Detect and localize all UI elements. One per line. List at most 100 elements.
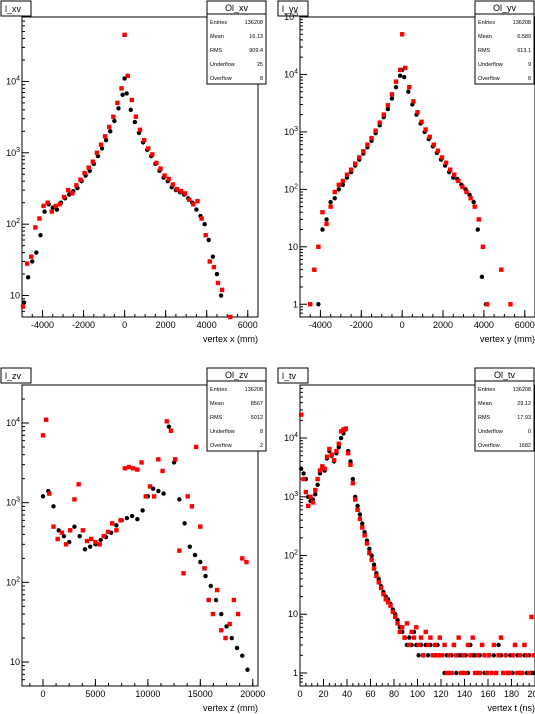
data-point — [475, 227, 480, 232]
data-point — [476, 217, 482, 222]
stats-value: 16.13 — [249, 34, 263, 40]
data-point — [156, 457, 161, 462]
data-point — [423, 629, 428, 635]
data-point — [215, 280, 221, 286]
data-point — [114, 528, 119, 533]
data-point — [160, 468, 165, 474]
data-point — [355, 507, 360, 513]
stats-box-frame — [474, 367, 535, 452]
data-point — [334, 448, 339, 454]
data-point — [38, 233, 43, 238]
x-tick-label: 6000 — [515, 320, 535, 330]
data-point — [234, 645, 240, 651]
data-point — [336, 441, 341, 446]
data-point — [170, 182, 176, 187]
data-point — [76, 482, 81, 487]
y-tick-label: 10 — [10, 291, 20, 301]
data-point — [172, 457, 178, 462]
data-point — [496, 642, 501, 648]
stats-value: 8 — [260, 76, 263, 82]
data-point — [63, 542, 69, 547]
data-point — [235, 611, 241, 617]
data-point — [198, 524, 203, 529]
data-point — [199, 216, 204, 221]
stats-value: 2 — [260, 443, 263, 449]
data-point — [381, 591, 386, 597]
data-point — [402, 74, 407, 80]
data-point — [464, 189, 469, 195]
data-point — [45, 200, 50, 205]
panel-l_tv: l_tv Ol_tv Entries 136208 Mean 29.12 RMS 17.93 U… — [277, 367, 535, 713]
data-point — [508, 302, 513, 307]
y-tick-label: 103 — [6, 147, 20, 158]
data-point — [460, 184, 465, 190]
data-point — [21, 300, 27, 305]
stats-label: Overflow — [210, 76, 232, 82]
data-point — [388, 603, 393, 608]
data-point — [421, 653, 426, 658]
data-point — [61, 533, 67, 539]
panel-tag-label: l_zv — [5, 371, 22, 381]
data-point — [208, 583, 213, 589]
y-tick-label: 102 — [6, 218, 20, 229]
data-point — [313, 487, 318, 493]
data-point — [189, 504, 195, 509]
y-tick-label: 10 — [10, 657, 20, 667]
data-point — [400, 625, 405, 630]
data-point — [403, 65, 408, 71]
panel-tag-box — [0, 0, 32, 17]
data-point — [352, 161, 358, 166]
data-point — [166, 424, 172, 429]
data-point — [51, 524, 56, 529]
data-point — [59, 530, 65, 535]
data-point — [503, 653, 508, 658]
data-point — [306, 503, 311, 509]
panel-tag: l_xv — [0, 0, 32, 17]
data-point — [362, 533, 367, 538]
x-tick-label: 180 — [504, 689, 519, 699]
data-point — [53, 203, 59, 209]
data-point — [431, 142, 437, 147]
data-point — [418, 635, 424, 640]
data-point — [411, 99, 416, 104]
data-point — [479, 642, 485, 648]
data-point — [348, 459, 353, 464]
data-point — [112, 118, 117, 124]
data-point — [245, 667, 250, 672]
stats-label: Underflow — [210, 62, 235, 68]
data-point — [301, 471, 306, 476]
data-point — [161, 491, 166, 496]
data-point — [115, 100, 120, 106]
data-point — [126, 464, 132, 470]
stats-value: 17.93 — [517, 415, 531, 421]
data-point — [324, 217, 329, 222]
data-point — [332, 189, 337, 195]
data-point — [298, 412, 304, 417]
data-point — [219, 287, 225, 293]
x-tick-label: 80 — [389, 689, 399, 699]
data-point — [317, 468, 323, 473]
data-point — [415, 110, 420, 115]
stats-label: RMS — [210, 48, 223, 54]
panel-tag: l_yv — [277, 0, 309, 17]
data-point — [406, 89, 411, 94]
data-point — [437, 635, 443, 640]
stats-value: 8567 — [251, 401, 263, 407]
data-point — [43, 417, 49, 422]
x-tick-label: 0 — [297, 689, 302, 699]
data-point — [72, 497, 77, 502]
data-point — [531, 670, 535, 676]
data-point — [55, 536, 60, 542]
data-point — [454, 670, 459, 676]
y-tick-label: 1 — [293, 299, 298, 309]
data-point — [33, 225, 38, 230]
data-point — [116, 106, 121, 111]
data-point — [383, 597, 388, 602]
data-point — [316, 302, 321, 307]
data-point — [526, 670, 532, 676]
data-point — [477, 670, 482, 676]
data-point — [68, 528, 73, 533]
y-tick-label: 103 — [284, 491, 298, 502]
data-point — [389, 96, 395, 101]
plot-frame — [299, 16, 535, 318]
